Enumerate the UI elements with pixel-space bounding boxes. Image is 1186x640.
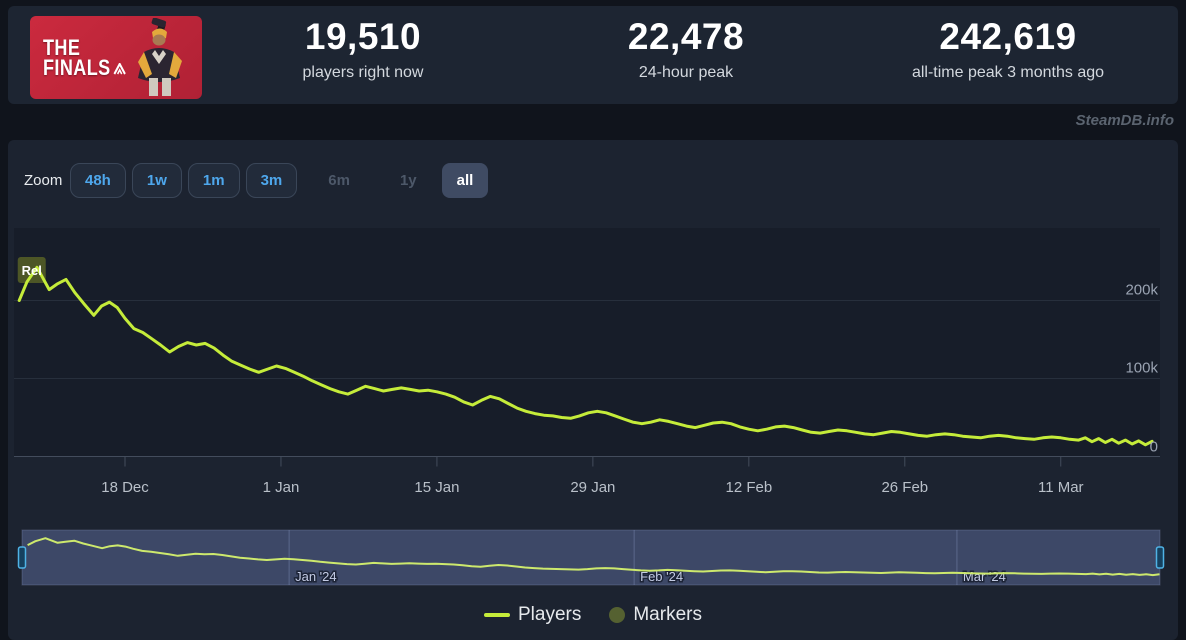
finals-logo-mark-icon [113,58,127,78]
legend-item-markers[interactable]: Markers [609,604,702,626]
navigator-month-label-Mar24: Mar '24 [963,569,1006,584]
header-card: THE FINALS 19,510 pl [8,6,1178,104]
players-line [17,265,1154,447]
chart-legend: Players Markers [0,604,1186,626]
legend-swatch-players [484,613,510,617]
release-flag[interactable] [17,257,46,283]
zoom-button-48h[interactable]: 48h [70,163,126,198]
navigator-line [27,537,1160,577]
zoom-button-6m: 6m [328,172,350,189]
zoom-button-1w[interactable]: 1w [131,163,182,198]
stat-24h-peak-label: 24-hour peak [638,64,734,81]
zoom-range-label: Zoom [24,172,63,189]
navigator-month-label-Jan24: Jan '24 [295,569,337,584]
game-logo: THE FINALS [43,35,127,79]
legend-item-players[interactable]: Players [484,604,581,626]
navigator-handle-right[interactable] [1155,546,1165,569]
x-axis-label-12-Feb: 12 Feb [725,479,772,496]
y-axis-label-200k: 200k [1125,282,1158,299]
stat-24h-peak: 22,478 24-hour peak [578,16,794,82]
stat-current-players-label: players right now [302,64,424,81]
y-axis-label-100k: 100k [1125,360,1158,377]
release-flag-label: Rel [22,263,42,278]
y-axis-label-0: 0 [1150,439,1158,456]
navigator-handle-left[interactable] [17,546,27,569]
legend-label: Markers [633,604,702,625]
x-axis-label-18-Dec: 18 Dec [101,479,149,496]
stat-current-players-value: 19,510 [304,16,422,57]
stat-alltime-peak-label: all-time peak 3 months ago [911,64,1105,81]
stat-24h-peak-value: 22,478 [627,16,745,57]
zoom-button-1m[interactable]: 1m [187,163,240,198]
stat-alltime-peak-value: 242,619 [939,16,1077,57]
game-logo-line1: THE [43,35,81,60]
zoom-button-group: 48h 1w 1m 3m 6m 1y all [70,163,494,198]
zoom-button-all[interactable]: all [441,163,489,198]
x-axis-label-1-Jan: 1 Jan [263,479,300,496]
legend-swatch-markers [609,607,626,623]
game-banner[interactable]: THE FINALS [30,16,202,99]
stat-current-players: 19,510 players right now [255,16,471,82]
stat-alltime-peak: 242,619 all-time peak 3 months ago [880,16,1136,82]
game-character-art [122,17,200,99]
x-axis-label-15-Jan: 15 Jan [414,479,459,496]
x-axis-label-26-Feb: 26 Feb [881,479,928,496]
x-axis-label-29-Jan: 29 Jan [570,479,615,496]
steamdb-watermark: SteamDB.info [1075,112,1174,129]
zoom-button-1y: 1y [399,172,417,189]
legend-label: Players [518,604,582,625]
navigator-month-label-Feb24: Feb '24 [640,569,683,584]
game-logo-line2: FINALS [43,57,127,79]
x-axis-label-11-Mar: 11 Mar [1038,479,1084,496]
zoom-button-3m[interactable]: 3m [245,163,298,198]
